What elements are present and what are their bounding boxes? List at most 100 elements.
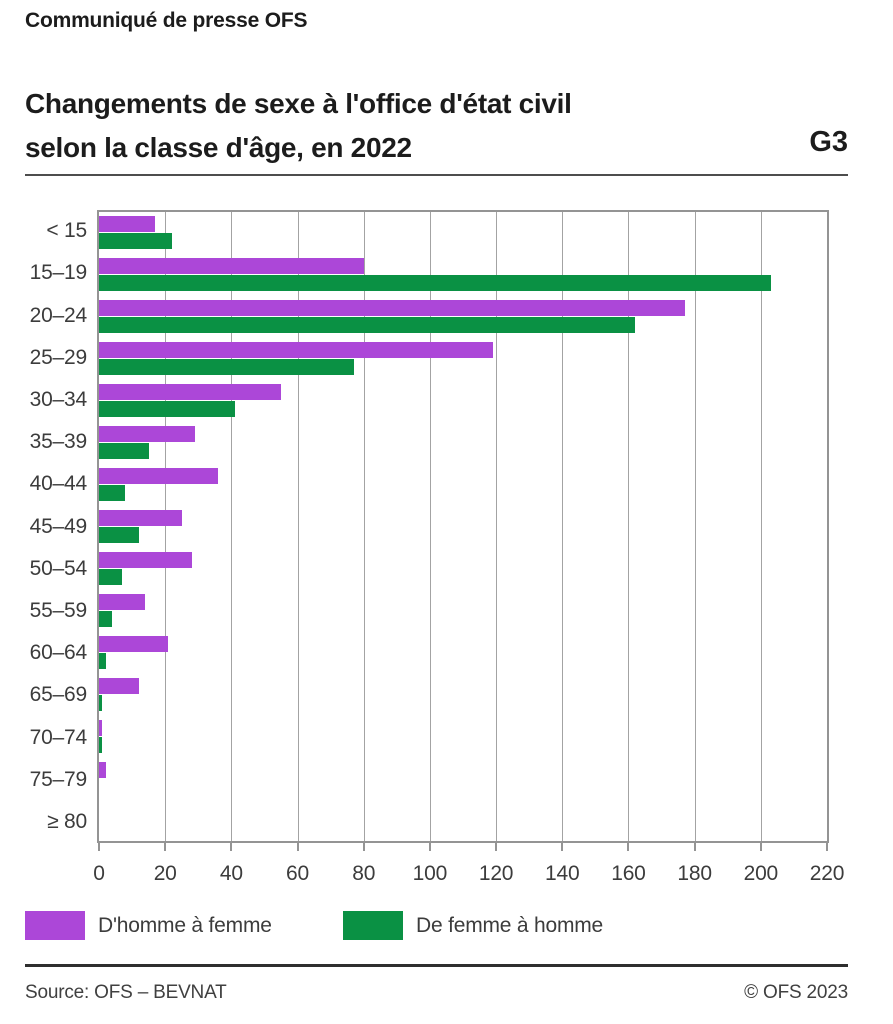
bar-row-75–79 (99, 757, 827, 799)
bar (99, 677, 139, 694)
bar-row-45–49 (99, 506, 827, 548)
bar-row-< 15 (99, 212, 827, 254)
tick-label: 0 (93, 862, 105, 885)
source-note: Source: OFS – BEVNAT (25, 982, 227, 1003)
x-axis: 0 20 40 60 80 100 120 140 160 180 200 220 (93, 843, 844, 893)
tick-mark (98, 843, 100, 851)
bar (99, 342, 493, 359)
tick-label: 200 (743, 862, 779, 885)
category-label: 70–74 (29, 725, 88, 749)
bar (99, 300, 685, 317)
document-kicker: Communiqué de presse OFS (25, 9, 308, 32)
category-label: 15–19 (29, 261, 88, 285)
bar-row-70–74 (99, 715, 827, 757)
figure-reference: G3 (809, 126, 848, 158)
legend-swatch-purple (25, 911, 85, 940)
bar-row-60–64 (99, 631, 827, 673)
gridline-40 (231, 212, 233, 841)
tick-label: 40 (219, 862, 243, 885)
bar-row-50–54 (99, 548, 827, 590)
bar-row-65–69 (99, 673, 827, 715)
category-label: 35–39 (29, 430, 88, 454)
tick-mark (164, 843, 167, 851)
category-label: 40–44 (29, 472, 88, 496)
bar-row-55–59 (99, 589, 827, 631)
tick-label: 80 (352, 862, 376, 885)
gridline-80 (363, 212, 365, 841)
tick-label: 60 (286, 862, 310, 885)
tick-mark (296, 843, 299, 851)
tick-mark (759, 843, 762, 851)
title-divider (25, 174, 848, 176)
bar-row-35–39 (99, 422, 827, 464)
bar (99, 593, 146, 610)
bar (99, 443, 149, 460)
tick-label: 120 (478, 862, 514, 885)
category-label: 65–69 (29, 683, 88, 707)
bar (99, 635, 169, 652)
bar (99, 694, 103, 711)
bar (99, 761, 106, 778)
category-label: 45–49 (29, 514, 88, 538)
footer-divider (25, 964, 848, 967)
bar-row-30–34 (99, 380, 827, 422)
plot-area (97, 210, 829, 843)
tick-mark (627, 843, 630, 851)
tick-mark (428, 843, 431, 851)
bar (99, 568, 123, 585)
gridline-140 (562, 212, 564, 841)
gridline-20 (165, 212, 167, 841)
tick-label: 160 (611, 862, 646, 885)
bar-row-≥ 80 (99, 799, 827, 841)
bar-row-20–24 (99, 296, 827, 338)
tick-label: 180 (677, 862, 712, 885)
tick-mark (561, 843, 564, 851)
category-label: 60–64 (29, 641, 88, 665)
bar (99, 652, 106, 669)
legend-label: D'homme à femme (98, 913, 272, 937)
bar (99, 233, 172, 250)
chart-title: Changements de sexe à l'office d'état ci… (25, 82, 848, 170)
category-label: ≥ 80 (47, 809, 87, 833)
bar-row-15–19 (99, 254, 827, 296)
category-label: 30–34 (29, 387, 88, 411)
gridline-100 (429, 212, 431, 841)
bar (99, 610, 113, 627)
copyright-note: © OFS 2023 (744, 982, 848, 1003)
bar (99, 216, 156, 233)
bar (99, 527, 139, 544)
bar (99, 736, 103, 753)
chart-title-line1: Changements de sexe à l'office d'état ci… (25, 88, 572, 119)
chart-title-line2: selon la classe d'âge, en 2022 (25, 132, 412, 163)
legend-item-homme-a-femme: D'homme à femme (25, 911, 272, 940)
bar-row-40–44 (99, 464, 827, 506)
bar (99, 426, 195, 443)
chart-legend: D'homme à femme De femme à homme (25, 911, 848, 941)
tick-label: 140 (545, 862, 580, 885)
bar (99, 275, 771, 292)
bar (99, 719, 103, 736)
bar (99, 317, 636, 334)
bar (99, 258, 364, 275)
legend-item-femme-a-homme: De femme à homme (343, 911, 603, 940)
gridline-200 (760, 212, 762, 841)
category-label: < 15 (46, 219, 87, 243)
category-label: 25–29 (29, 345, 88, 369)
gridline-120 (496, 212, 498, 841)
bar-row-25–29 (99, 338, 827, 380)
category-label: 20–24 (29, 303, 88, 327)
gridline-160 (628, 212, 630, 841)
y-axis-category-labels: < 15 15–19 20–24 25–29 30–34 35–39 40–44 45–49 5… (0, 210, 88, 843)
bar (99, 401, 235, 418)
tick-label: 100 (412, 862, 448, 885)
tick-mark (362, 843, 365, 851)
category-label: 55–59 (29, 598, 88, 622)
tick-mark (826, 843, 828, 851)
tick-mark (495, 843, 498, 851)
bar (99, 510, 182, 527)
bar (99, 551, 192, 568)
category-label: 75–79 (29, 767, 88, 791)
tick-mark (230, 843, 233, 851)
bar (99, 485, 126, 502)
